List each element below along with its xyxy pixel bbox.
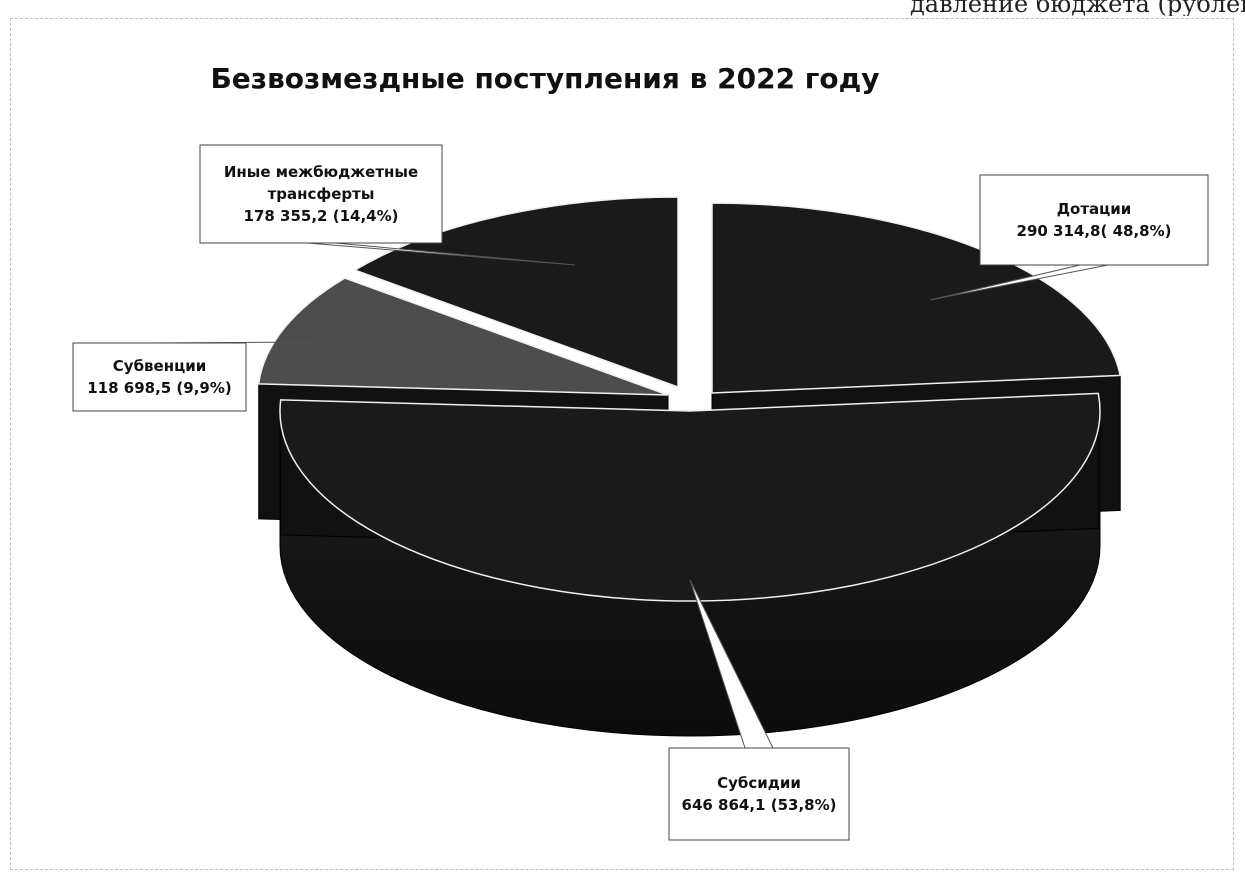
data-label-subsidii: Субсидии 646 864,1 (53,8%)	[668, 579, 850, 841]
data-label-subvencii: Субвенции 118 698,5 (9,9%)	[72, 341, 313, 412]
pie-slices	[257, 196, 1122, 737]
pie-labels: Дотации 290 314,8( 48,8%) Субсидии 646 864,…	[72, 144, 1209, 841]
label-box	[668, 747, 850, 841]
chart-frame	[10, 18, 1234, 870]
data-label-dotacii: Дотации 290 314,8( 48,8%)	[929, 174, 1209, 301]
slice-value-label: 118 698,5 (9,9%)	[87, 379, 232, 397]
label-box	[72, 342, 247, 412]
slice-name-label: Субвенции	[113, 357, 206, 375]
label-box	[979, 174, 1209, 266]
data-label-inye-transferty: Иные межбюджетные трансферты 178 355,2 (14…	[199, 144, 576, 266]
slice-value-label: 178 355,2 (14,4%)	[244, 207, 399, 225]
label-box	[199, 144, 443, 244]
cropped-header-text: давление бюджета (рублей)	[910, 0, 1245, 16]
slice-value-label: 646 864,1 (53,8%)	[682, 796, 837, 814]
slice-value-label: 290 314,8( 48,8%)	[1017, 222, 1172, 240]
slice-name-label: Иные межбюджетные	[224, 163, 418, 181]
pie-slice-subsidii	[279, 392, 1101, 737]
chart-title: Безвозмездные поступления в 2022 году	[210, 62, 880, 95]
slice-name-label: Дотации	[1057, 200, 1132, 218]
slice-name-label: трансферты	[268, 185, 375, 203]
slice-name-label: Субсидии	[717, 774, 801, 792]
pie-slice-inye-transferty	[353, 196, 679, 389]
